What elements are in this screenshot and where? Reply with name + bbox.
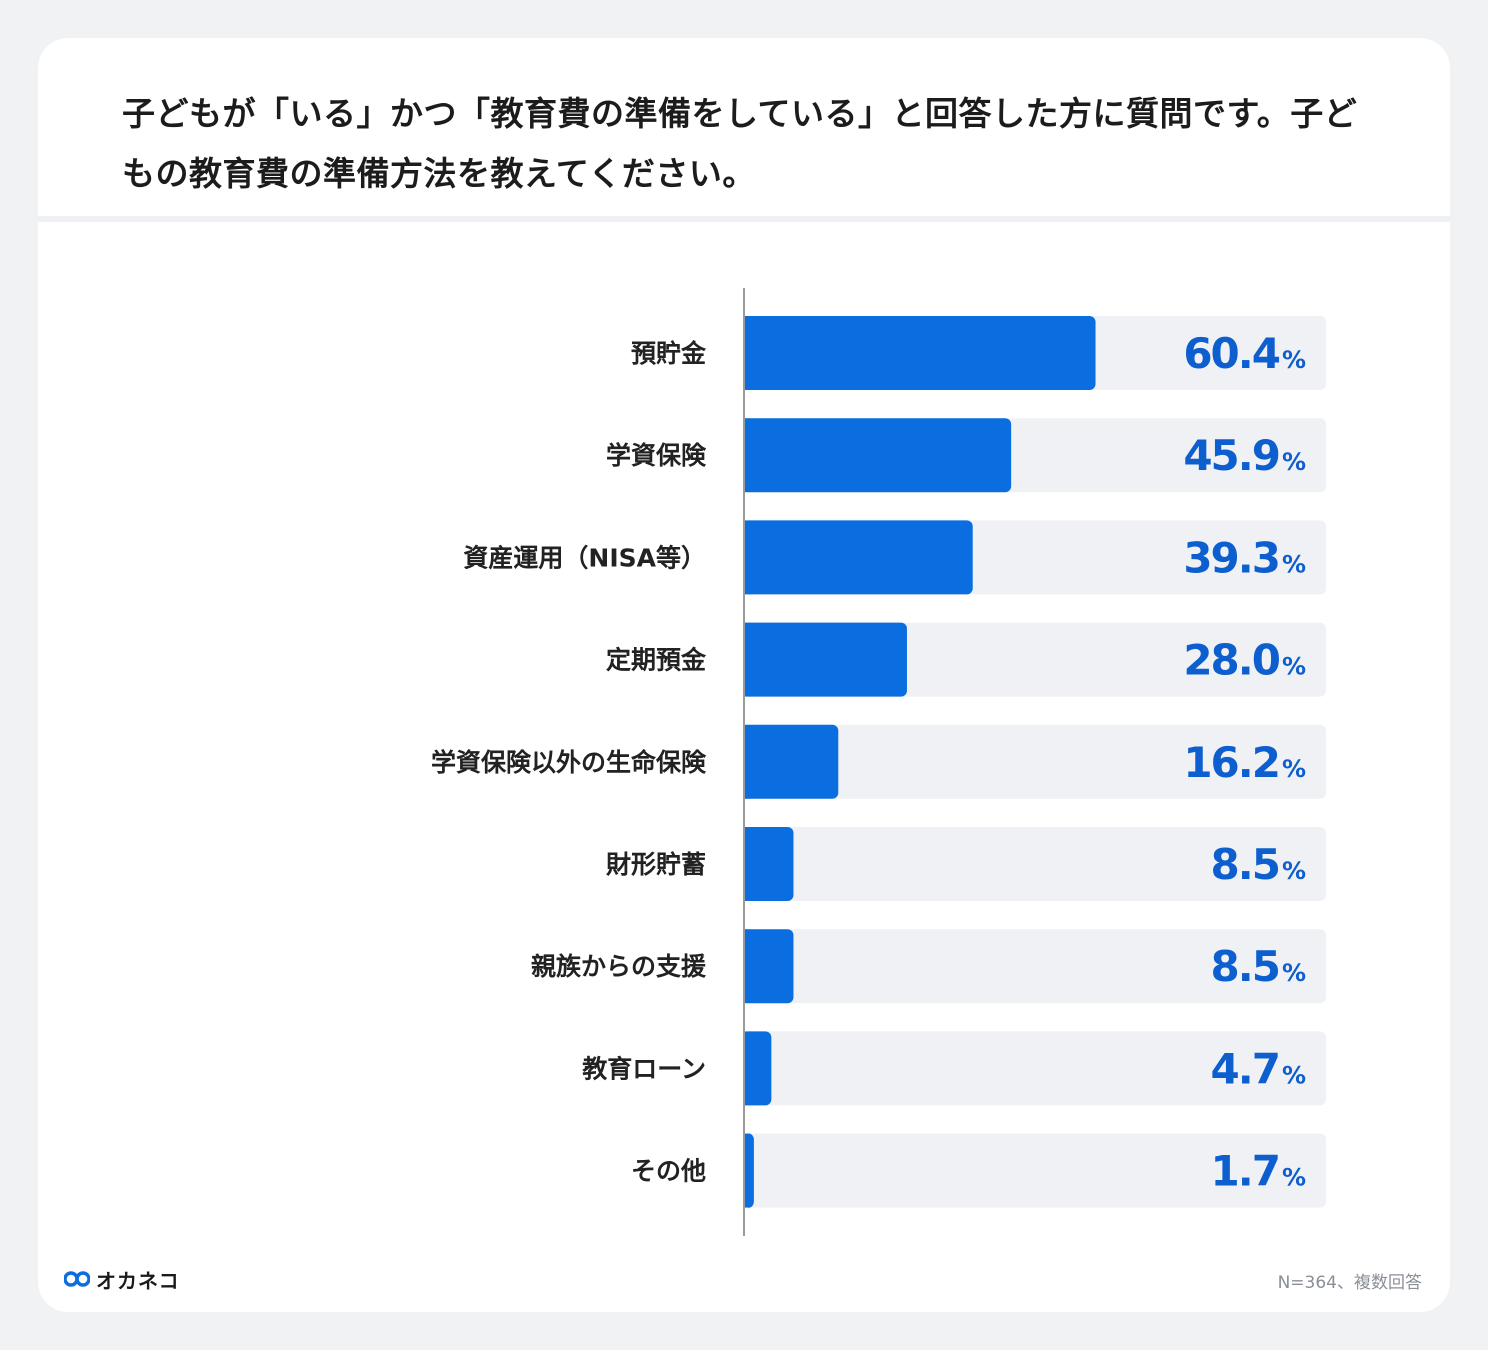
value-label: 1.7% bbox=[1211, 1147, 1306, 1196]
value-label: 4.7% bbox=[1211, 1044, 1306, 1093]
category-label: 教育ローン bbox=[582, 1054, 706, 1083]
brand-name: オカネコ bbox=[96, 1268, 180, 1293]
bar bbox=[744, 418, 1012, 493]
bar-edge bbox=[744, 520, 750, 595]
bar bbox=[744, 1031, 772, 1106]
category-label: 親族からの支援 bbox=[531, 952, 707, 981]
bar-edge bbox=[744, 827, 750, 901]
category-label: 学資保険以外の生命保険 bbox=[431, 748, 707, 777]
bar-track bbox=[744, 827, 1326, 901]
category-label: 資産運用（NISA等） bbox=[463, 543, 706, 572]
bar-edge bbox=[744, 1031, 750, 1106]
category-label: 預貯金 bbox=[631, 339, 707, 368]
chart-title: 子どもが「いる」かつ「教育費の準備をしている」と回答した方に質問です。子どもの教… bbox=[122, 94, 1358, 193]
okaneko-logo-icon bbox=[64, 1271, 90, 1287]
bar-chart: 預貯金 60.4 % 学資保険 45.9 % 資産運用（NISA等） 39.3 % 定期預金 28.… bbox=[431, 288, 1326, 1236]
bar bbox=[744, 316, 1096, 390]
bar-edge bbox=[744, 1133, 750, 1208]
bar bbox=[744, 520, 973, 595]
bar bbox=[744, 622, 907, 697]
bar-track bbox=[744, 724, 1326, 799]
bar-track bbox=[744, 1031, 1326, 1106]
brand-logo: オカネコ bbox=[64, 1266, 180, 1293]
category-label: その他 bbox=[631, 1157, 706, 1186]
category-label: 財形貯蓄 bbox=[606, 850, 706, 879]
value-label: 16.2% bbox=[1183, 738, 1306, 787]
bar-edge bbox=[744, 316, 750, 390]
title-area: 子どもが「いる」かつ「教育費の準備をしている」と回答した方に質問です。子どもの教… bbox=[38, 38, 1450, 216]
bar-edge bbox=[744, 418, 750, 493]
chart-card: 子どもが「いる」かつ「教育費の準備をしている」と回答した方に質問です。子どもの教… bbox=[38, 38, 1450, 1312]
value-label: 28.0% bbox=[1183, 636, 1306, 685]
bar-edge bbox=[744, 622, 750, 697]
category-label: 定期預金 bbox=[606, 646, 707, 675]
bar-track bbox=[744, 1133, 1326, 1208]
bar bbox=[744, 827, 794, 901]
bar bbox=[744, 929, 794, 1004]
bar-track bbox=[744, 929, 1326, 1004]
value-label: 45.9% bbox=[1183, 431, 1306, 480]
value-label: 8.5% bbox=[1211, 840, 1306, 889]
header-divider bbox=[38, 216, 1450, 222]
category-label: 学資保険 bbox=[606, 441, 707, 470]
bar-edge bbox=[744, 929, 750, 1004]
value-label: 8.5% bbox=[1211, 942, 1306, 991]
value-label: 39.3% bbox=[1183, 533, 1306, 582]
sample-note: N=364、複数回答 bbox=[1277, 1273, 1422, 1293]
bar-edge bbox=[744, 724, 750, 799]
value-label: 60.4% bbox=[1183, 329, 1306, 378]
bar bbox=[744, 724, 839, 799]
